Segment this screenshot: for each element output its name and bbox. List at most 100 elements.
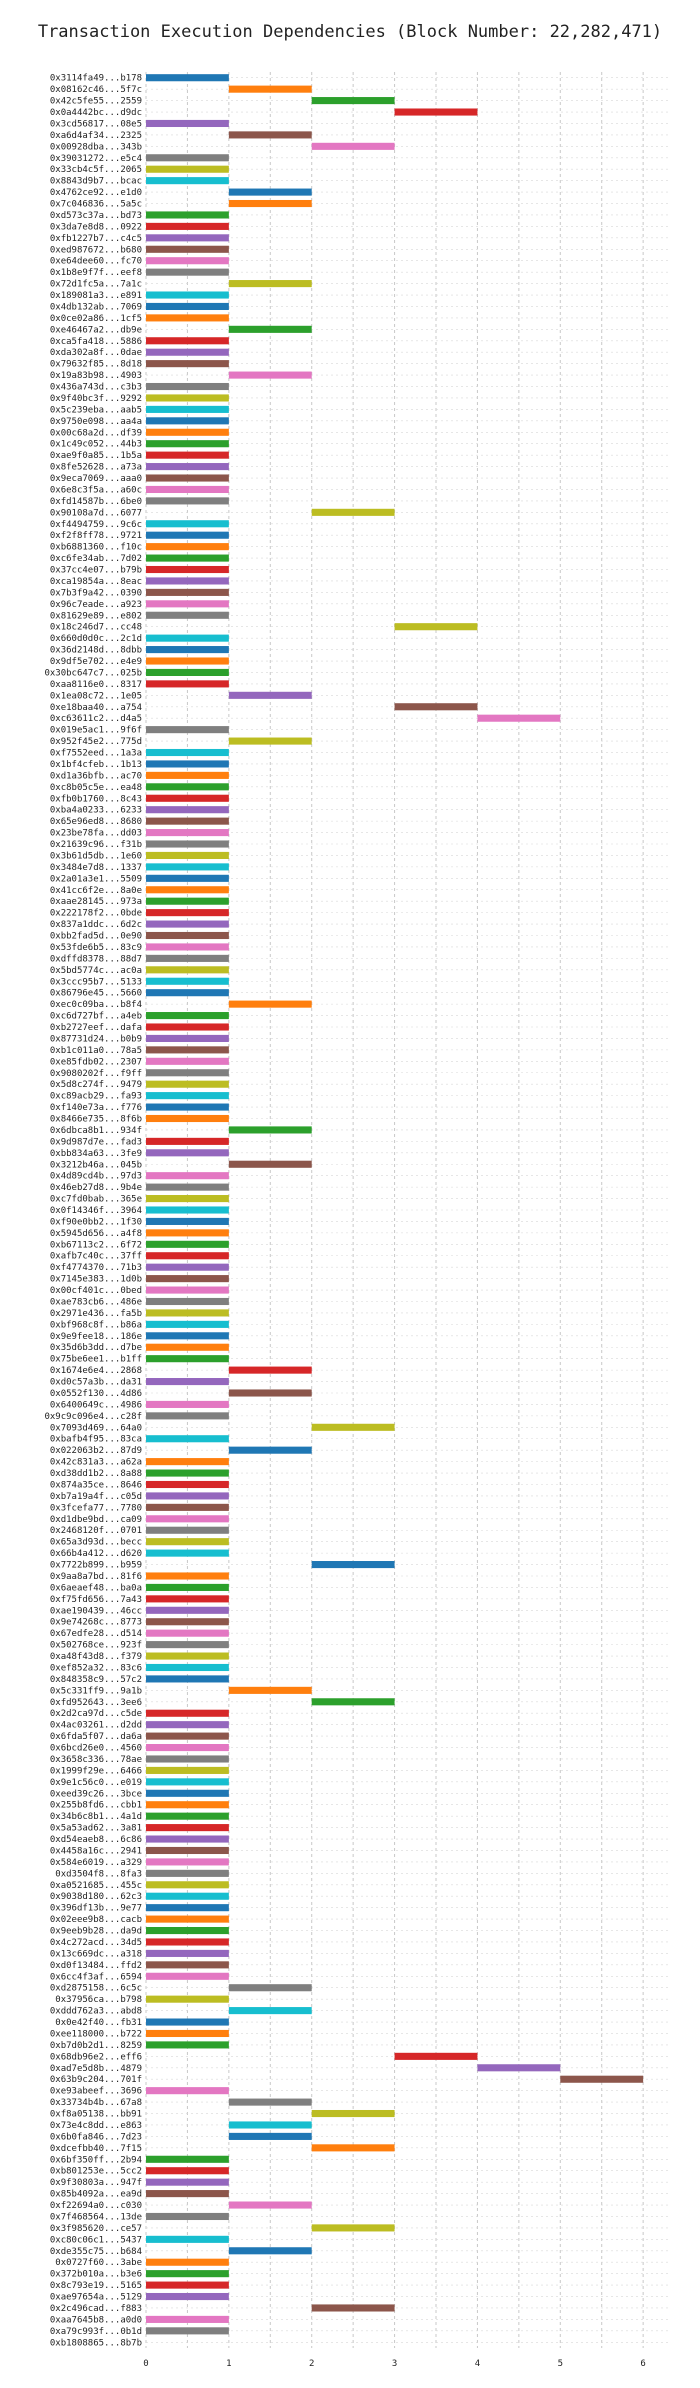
y-tick-label: 0xf4774370...71b3 [50,1263,142,1273]
y-tick-label: 0xe18baa40...a754 [50,703,142,713]
dependency-bar [146,531,229,539]
y-tick-label: 0xa6d4af34...2325 [50,131,142,141]
dependency-bar [146,794,229,802]
dependency-bar [228,2247,312,2255]
x-tick-label: 5 [558,2359,563,2369]
dependency-bar [146,920,229,928]
x-tick-label: 1 [226,2359,231,2369]
dependency-bar [146,1846,229,1855]
y-tick-label: 0x63b9c204...701f [50,2075,142,2085]
dependency-bar [146,1378,229,1386]
y-tick-label: 0x4c272acd...34d5 [50,1938,142,1948]
dependency-bar [311,97,395,105]
y-tick-label: 0xf140e73a...f776 [50,1103,142,1113]
y-tick-label: 0xec0c09ba...b8f4 [50,1000,142,1010]
dependency-bar [146,943,229,951]
dependency-bar [146,897,229,905]
y-tick-label: 0xad7e5d8b...4879 [50,2064,142,2074]
y-tick-label: 0xb801253e...5cc2 [50,2167,142,2177]
dependency-bar [560,2075,644,2083]
dependency-bar [146,1972,229,1980]
y-tick-label: 0x5a53ad62...3a81 [50,1824,142,1834]
y-tick-label: 0x4762ce92...e1d0 [50,188,142,198]
dependency-bar [146,1606,229,1614]
y-tick-label: 0x1674e6e4...2868 [50,1366,142,1376]
y-tick-label: 0xf7552eed...1a3a [50,749,142,759]
dependency-bar [146,565,229,574]
dependency-bar [146,1538,229,1546]
dependency-bar [146,1789,229,1797]
dependency-bar [146,177,229,185]
y-tick-label: 0xb6881360...f10c [50,543,142,553]
dependency-bar [146,1057,229,1065]
y-tick-label: 0x86796e45...5660 [50,989,142,999]
dependency-bar [146,1641,229,1649]
y-tick-label: 0x2468120f...0701 [50,1526,142,1536]
y-tick-label: 0xe93abeef...3696 [50,2087,142,2097]
dependency-bar [228,280,312,288]
dependency-bar [311,2109,395,2118]
dependency-bar [477,714,561,722]
dependency-bar [146,1229,229,1237]
dependency-bar [311,1423,395,1431]
y-tick-label: 0x3658c336...78ae [50,1755,142,1765]
y-tick-label: 0x6bcd26e0...4560 [50,1744,142,1754]
y-tick-label: 0xd0f13484...ffd2 [50,1961,142,1971]
y-tick-label: 0x53fde6b5...83c9 [50,943,142,953]
dependency-bar [146,543,229,551]
dependency-bar [146,1400,229,1408]
y-tick-label: 0x1bf4cfeb...1b13 [50,760,142,770]
dependency-bar [228,1160,312,1168]
y-tick-label: 0x8fe52628...a73a [50,463,142,473]
y-tick-label: 0xee118000...b722 [50,2029,142,2039]
y-tick-label: 0xd1a36bfb...ac70 [50,771,142,781]
dependency-bar [146,886,229,894]
y-tick-label: 0x67edfe28...d514 [50,1629,142,1639]
y-tick-label: 0x35d6b3dd...d7be [50,1343,142,1353]
y-tick-label: 0x396df13b...9e77 [50,1904,142,1914]
y-tick-label: 0x5bd5774c...ac0a [50,966,142,976]
y-tick-label: 0x9750e098...aa4a [50,417,142,427]
y-tick-label: 0x73e4c8dd...e863 [50,2121,142,2131]
y-tick-label: 0x18c246d7...cc48 [50,623,142,633]
dependency-bar [146,1835,229,1843]
dependency-bar [146,2258,229,2266]
y-tick-label: 0x5c239eba...aab5 [50,405,142,415]
dependency-bar [146,1515,229,1523]
y-tick-label: 0xda302a8f...0dae [50,348,142,358]
y-tick-label: 0x5d8c274f...9479 [50,1080,142,1090]
y-tick-label: 0x0e42f40...fb31 [55,2018,142,2028]
y-tick-label: 0x584e6019...a329 [50,1858,142,1868]
y-tick-label: 0x2a01a3e1...5509 [50,874,142,884]
dependency-bar [228,2007,312,2015]
y-tick-label: 0x7b3f9a42...0390 [50,588,142,598]
dependency-bar [146,2315,229,2323]
y-tick-label: 0x9aa8a7bd...81f6 [50,1572,142,1582]
dependency-bar [228,737,312,745]
y-tick-label: 0xae97654a...5129 [50,2293,142,2303]
dependency-bar [146,977,229,985]
dependency-bar [146,863,229,871]
y-tick-label: 0xd0c57a3b...da31 [50,1378,142,1388]
y-tick-label: 0x0727f60...3abe [55,2258,142,2268]
dependency-bar [146,360,229,368]
x-tick-label: 6 [640,2359,645,2369]
dependency-bar [146,291,229,299]
y-tick-label: 0x13c669dc...a318 [50,1949,142,1959]
dependency-bar [146,554,229,562]
y-tick-label: 0x0ce02a86...1cf5 [50,314,142,324]
dependency-bar [311,1561,395,1569]
y-tick-label: 0x372b010a...b3e6 [50,2270,142,2280]
y-tick-label: 0x255b8fd6...cbb1 [50,1801,142,1811]
x-tick-label: 3 [392,2359,397,2369]
dependency-bar [146,268,229,276]
dependency-bar [146,1332,229,1340]
y-tick-label: 0xddd762a3...abd8 [50,2007,142,2017]
y-tick-label: 0x00cf401c...0bed [50,1286,142,1296]
y-tick-label: 0x5945d656...a4f8 [50,1229,142,1239]
y-tick-label: 0x08162c46...5f7c [50,85,142,95]
y-tick-label: 0x7722b899...b959 [50,1561,142,1571]
dependency-bar [228,2121,312,2129]
dependency-bar [146,1114,229,1123]
dependency-bar [146,657,229,665]
